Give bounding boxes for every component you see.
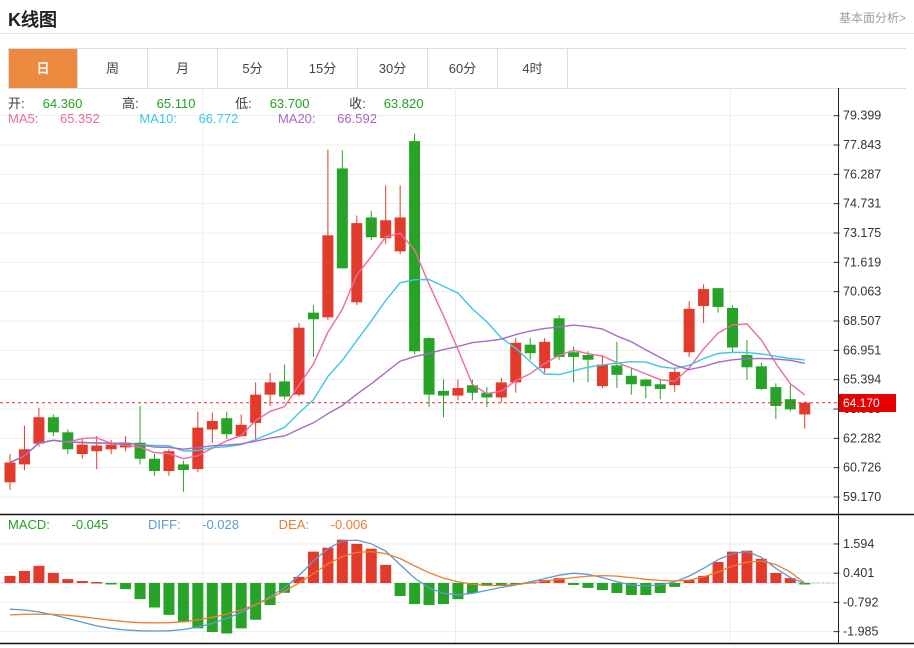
tab-week[interactable]: 周 [78,49,148,88]
svg-text:1.594: 1.594 [843,537,874,551]
ma5-line [9,232,806,464]
diff-value: -0.028 [202,517,240,532]
ma10-label: MA10: [139,111,177,126]
dea-line [9,550,806,624]
header: K线图 基本面分析> [0,0,914,34]
svg-text:79.399: 79.399 [843,109,881,123]
tab-4hour[interactable]: 4时 [498,49,568,88]
svg-text:68.507: 68.507 [843,314,881,328]
open-label: 开: [8,96,25,111]
svg-text:66.951: 66.951 [843,343,881,357]
dea-value: -0.006 [330,517,368,532]
svg-text:73.175: 73.175 [843,226,881,240]
ma20-value: 66.592 [337,111,377,126]
macd-label: MACD: [8,517,50,532]
high-value: 65.110 [156,96,196,111]
tab-5min[interactable]: 5分 [218,49,288,88]
close-label: 收: [349,96,366,111]
high-label: 高: [122,96,139,111]
svg-text:60.726: 60.726 [843,461,881,475]
low-value: 63.700 [269,96,310,111]
current-price-tag: 64.170 [839,394,896,412]
svg-text:59.170: 59.170 [843,490,881,504]
ma20-line [9,324,805,464]
svg-text:71.619: 71.619 [843,255,881,269]
page-title: K线图 [8,10,57,30]
ma5-label: MA5: [8,111,39,126]
tab-month[interactable]: 月 [148,49,218,88]
axes [0,88,914,645]
svg-text:74.731: 74.731 [843,197,881,211]
tab-30min[interactable]: 30分 [358,49,428,88]
svg-text:-1.985: -1.985 [843,625,878,639]
ma-indicator-row: MA5: 65.352 MA10: 66.772 MA20: 66.592 [8,111,413,126]
svg-text:77.843: 77.843 [843,138,881,152]
low-label: 低: [235,96,252,111]
macd-indicator-row: MACD: -0.045 DIFF: -0.028 DEA: -0.006 [8,517,403,532]
axis-tick-labels: 79.399 77.843 76.287 74.731 73.175 71.619 70.0… [833,109,881,639]
svg-text:76.287: 76.287 [843,167,881,181]
svg-text:0.401: 0.401 [843,566,874,580]
ohlc-indicator-row: 开: 64.360 高: 65.110 低: 63.700 收: 63.820 [8,93,459,112]
tab-day[interactable]: 日 [8,49,78,88]
svg-text:65.394: 65.394 [843,373,881,387]
ma20-label: MA20: [277,111,316,126]
timeframe-tab-bar: 日周月 5分 15分 30分 60分 4时 [8,48,906,89]
ma5-value: 65.352 [59,111,100,126]
open-value: 64.360 [42,96,83,111]
fundamental-analysis-link[interactable]: 基本面分析> [838,11,906,25]
candlestick-series [4,133,811,492]
tab-bar-spacer [568,49,906,88]
close-value: 63.820 [383,96,424,111]
diff-label: DIFF: [148,517,181,532]
kline-chart-canvas[interactable]: 79.399 77.843 76.287 74.731 73.175 71.619 70.0… [0,88,914,648]
svg-text:-0.792: -0.792 [843,595,878,609]
macd-histogram [4,539,811,634]
dea-label: DEA: [278,517,309,532]
diff-line [9,539,806,632]
svg-text:70.063: 70.063 [843,285,881,299]
macd-value: -0.045 [71,517,109,532]
svg-text:62.282: 62.282 [843,431,881,445]
ma10-value: 66.772 [198,111,239,126]
tab-60min[interactable]: 60分 [428,49,498,88]
tab-15min[interactable]: 15分 [288,49,358,88]
